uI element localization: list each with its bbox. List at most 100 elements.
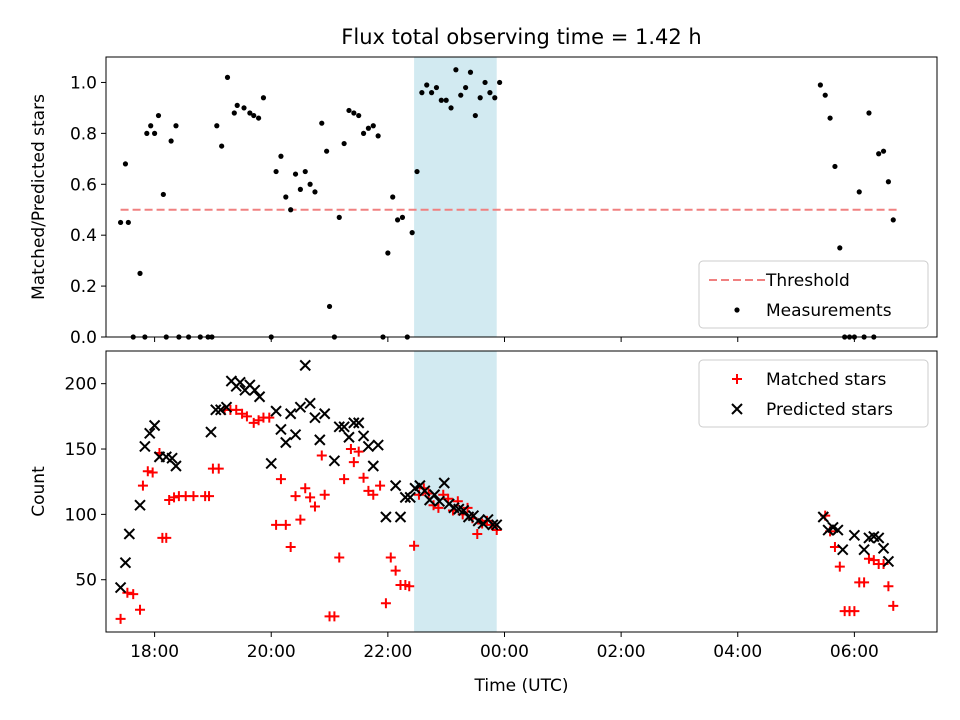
- series-matched-stars: [115, 404, 899, 624]
- matched-star-point: [348, 457, 359, 468]
- x-tick-label: 20:00: [247, 642, 296, 662]
- measurement-point: [399, 214, 406, 220]
- predicted-star-point: [114, 581, 127, 594]
- predicted-star-point: [837, 543, 849, 556]
- predicted-star-point: [399, 491, 412, 504]
- measurement-point: [497, 79, 503, 86]
- predicted-star-point: [343, 431, 355, 443]
- predicted-star-point: [318, 408, 331, 420]
- measurement-point: [375, 133, 381, 139]
- measurement-point: [326, 303, 333, 310]
- predicted-star-point: [280, 436, 292, 449]
- axes-frame: [105, 350, 938, 633]
- predicted-star-point: [253, 391, 266, 403]
- predicted-star-point: [352, 417, 365, 429]
- matched-star-point: [433, 502, 444, 513]
- series-predicted-stars: [114, 359, 895, 594]
- legend-entry-label: Threshold: [765, 271, 850, 291]
- predicted-star-point: [144, 427, 156, 440]
- predicted-star-point: [832, 524, 844, 536]
- matched-star-point: [829, 542, 840, 553]
- measurement-point: [428, 90, 435, 96]
- measurement-point: [360, 130, 367, 136]
- measurement-point: [234, 102, 240, 108]
- matched-star-point: [859, 577, 870, 588]
- matched-star-point: [305, 492, 316, 503]
- measurement-point: [336, 214, 342, 220]
- predicted-star-point: [348, 417, 360, 429]
- axes-frame: [105, 56, 938, 338]
- predicted-star-point: [205, 426, 217, 438]
- matched-star-point: [888, 600, 899, 611]
- panel-star-counts: 50 100 150 200 18:00 20:00 22:00 00:00 02:00 04:0…: [29, 350, 938, 696]
- predicted-star-point: [123, 528, 136, 540]
- matched-star-point: [390, 565, 401, 576]
- predicted-star-point: [299, 359, 311, 372]
- matched-star-point: [339, 474, 350, 485]
- measurement-point: [482, 79, 488, 86]
- measurement-point: [424, 82, 430, 88]
- measurement-point: [414, 168, 420, 175]
- predicted-star-point: [265, 457, 277, 470]
- measurement-point: [224, 74, 231, 80]
- predicted-star-point: [394, 511, 407, 523]
- predicted-star-point: [234, 376, 246, 389]
- matched-star-point: [404, 581, 415, 592]
- matched-star-point: [380, 598, 391, 609]
- y-axis-label: Matched/Predicted stars: [29, 94, 49, 300]
- measurement-point: [312, 189, 318, 195]
- measurement-point: [273, 168, 279, 175]
- observing-window-span: [414, 57, 497, 337]
- measurement-point: [214, 123, 220, 129]
- matched-star-point: [264, 412, 275, 423]
- matched-star-point: [290, 491, 301, 502]
- x-tick-label: 02:00: [597, 642, 646, 662]
- predicted-star-point: [166, 452, 178, 464]
- measurement-point: [155, 112, 162, 119]
- measurement-point: [122, 161, 129, 167]
- measurement-point: [247, 110, 253, 116]
- predicted-star-point: [491, 519, 503, 531]
- matched-star-point: [345, 444, 356, 455]
- y-tick-label: 0.2: [70, 277, 97, 297]
- measurement-point: [219, 143, 225, 149]
- x-tick-label: 22:00: [363, 642, 412, 662]
- matched-star-point: [122, 587, 133, 598]
- x-axis-label: Time (UTC): [474, 676, 569, 696]
- predicted-star-point: [848, 529, 861, 541]
- measurement-point: [448, 105, 454, 111]
- measurement-point: [822, 92, 828, 98]
- x-tick-label: 04:00: [713, 642, 762, 662]
- predicted-star-point: [882, 555, 895, 568]
- matched-star-point: [115, 613, 126, 624]
- measurement-point: [443, 97, 449, 103]
- matched-star-point: [285, 542, 296, 553]
- y-tick-label: 100: [65, 505, 97, 525]
- predicted-star-point: [248, 384, 261, 396]
- x-tick-label: 00:00: [480, 642, 529, 662]
- measurement-point: [817, 82, 823, 88]
- measurement-point: [356, 112, 362, 119]
- matched-star-point: [241, 411, 252, 422]
- measurement-point: [278, 153, 284, 159]
- measurement-point: [125, 219, 131, 226]
- predicted-star-point: [338, 421, 350, 433]
- matched-star-point: [188, 491, 199, 502]
- measurement-point: [467, 69, 474, 75]
- matched-star-point: [334, 552, 345, 563]
- predicted-star-point: [328, 455, 341, 467]
- predicted-star-point: [270, 405, 282, 417]
- measurement-point: [856, 189, 862, 195]
- legend-matched-swatch: [732, 374, 742, 384]
- measurement-point: [433, 84, 440, 91]
- predicted-star-point: [309, 411, 321, 424]
- x-tick-label: 18:00: [130, 642, 179, 662]
- legend: Threshold Measurements: [698, 260, 929, 329]
- matched-star-point: [142, 466, 153, 477]
- measurement-point: [283, 194, 289, 200]
- measurement-point: [151, 130, 158, 136]
- predicted-star-point: [284, 408, 297, 420]
- matched-star-point: [231, 404, 242, 415]
- measurement-point: [173, 123, 179, 129]
- predicted-star-point: [367, 460, 379, 472]
